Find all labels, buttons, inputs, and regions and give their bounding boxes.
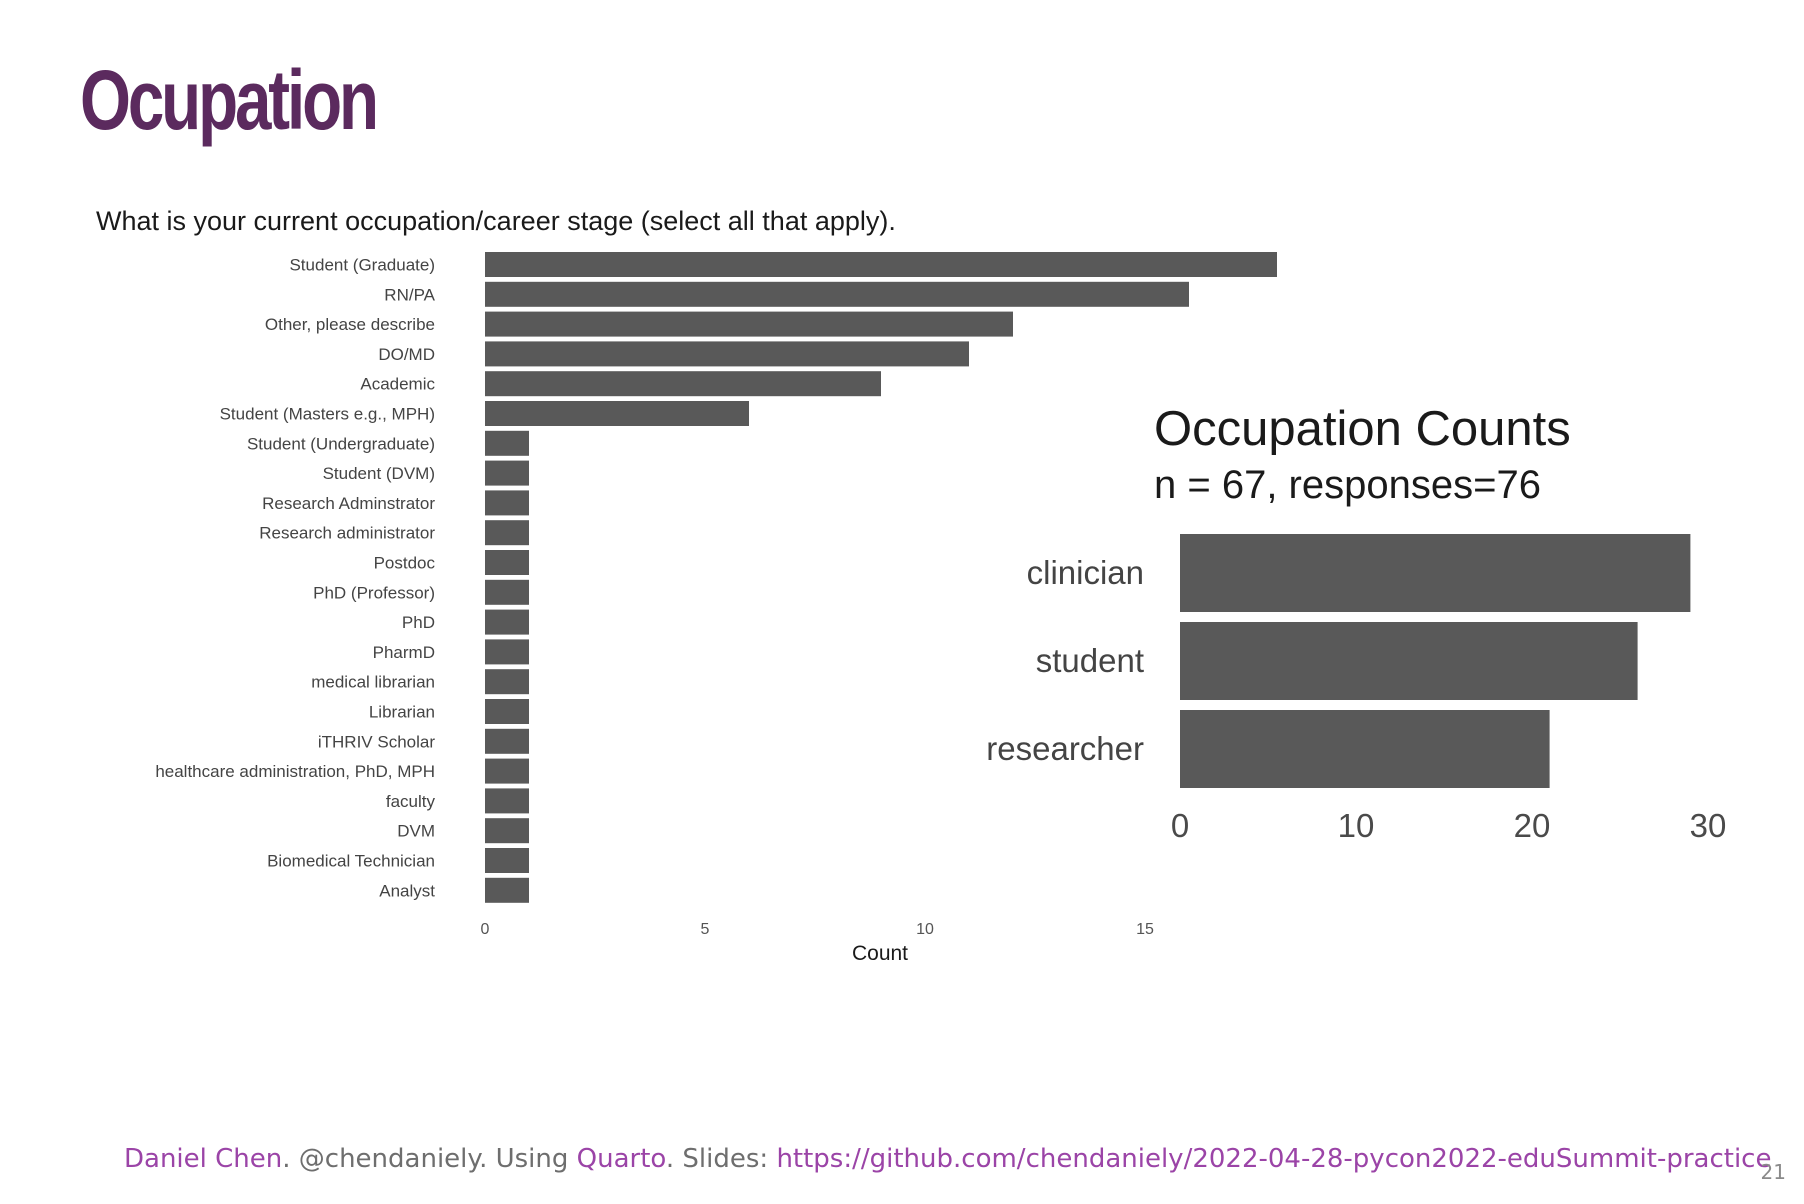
chart1-category-label: Student (DVM) bbox=[323, 464, 435, 483]
chart1-title: What is your current occupation/career s… bbox=[96, 206, 896, 236]
chart1-category-label: DO/MD bbox=[378, 345, 435, 364]
chart1-category-label: Biomedical Technician bbox=[267, 852, 435, 871]
chart1-category-label: Analyst bbox=[379, 881, 435, 900]
chart1-category-label: PharmD bbox=[373, 643, 435, 662]
chart1-bar bbox=[485, 639, 529, 665]
chart1-category-label: Student (Masters e.g., MPH) bbox=[220, 405, 435, 424]
chart1-bar bbox=[485, 252, 1277, 277]
chart1-bar bbox=[485, 579, 529, 605]
slide-title: Ocupation bbox=[80, 53, 379, 147]
chart1-xlabel: Count bbox=[852, 942, 908, 965]
chart1-tick-label: 0 bbox=[481, 921, 490, 938]
chart2-category-label: student bbox=[1036, 642, 1144, 679]
chart1-bar bbox=[485, 550, 529, 575]
chart1-category-label: Librarian bbox=[369, 703, 435, 722]
chart1-bar bbox=[485, 401, 749, 426]
chart2-bar bbox=[1180, 534, 1691, 612]
quarto-link[interactable]: Quarto bbox=[576, 1144, 666, 1174]
chart1-category-label: Postdoc bbox=[374, 554, 436, 573]
page-number: 21 bbox=[1760, 1160, 1786, 1184]
chart2-category-label: clinician bbox=[1027, 554, 1144, 591]
chart1-category-label: Academic bbox=[360, 375, 435, 394]
chart1-bar bbox=[485, 490, 529, 516]
author-link[interactable]: Daniel Chen bbox=[124, 1144, 283, 1174]
chart2-tick-label: 30 bbox=[1690, 807, 1727, 844]
chart1-category-label: PhD (Professor) bbox=[313, 583, 435, 602]
chart1-bar bbox=[485, 281, 1189, 307]
chart1-category-label: medical librarian bbox=[311, 673, 435, 692]
chart1-bar bbox=[485, 341, 969, 367]
chart1-category-label: Other, please describe bbox=[265, 315, 435, 334]
chart1-bar bbox=[485, 371, 881, 397]
slides-url-link[interactable]: https://github.com/chendaniely/2022-04-2… bbox=[776, 1144, 1772, 1174]
chart2-category-label: researcher bbox=[986, 730, 1144, 767]
chart1-bar bbox=[485, 460, 529, 486]
chart1-category-label: PhD bbox=[402, 613, 435, 632]
chart1-category-label: Student (Undergraduate) bbox=[247, 434, 435, 453]
chart2-tick-label: 0 bbox=[1171, 807, 1189, 844]
chart1-tick-label: 10 bbox=[916, 921, 934, 938]
chart1-bar bbox=[485, 788, 529, 814]
chart1-bar bbox=[485, 877, 529, 903]
chart1-tick-label: 5 bbox=[701, 921, 710, 938]
chart1-tick-label: 15 bbox=[1136, 921, 1154, 938]
chart1-category-label: healthcare administration, PhD, MPH bbox=[155, 762, 435, 781]
chart1-bar bbox=[485, 311, 1013, 337]
chart1-bar bbox=[485, 699, 529, 724]
chart2-title: Occupation Counts bbox=[1154, 402, 1571, 456]
chart1-bar bbox=[485, 520, 529, 546]
chart1-category-label: RN/PA bbox=[384, 285, 435, 304]
chart1-bar bbox=[485, 818, 529, 844]
chart1-bar bbox=[485, 669, 529, 695]
chart2-tick-label: 10 bbox=[1338, 807, 1375, 844]
chart2-bar bbox=[1180, 710, 1550, 788]
footer-text-1: . @chendaniely. Using bbox=[282, 1144, 577, 1174]
chart1-category-label: DVM bbox=[397, 822, 435, 841]
chart2-tick-label: 20 bbox=[1514, 807, 1551, 844]
chart2-subtitle: n = 67, responses=76 bbox=[1154, 463, 1541, 507]
chart1-bar bbox=[485, 728, 529, 754]
chart2-bar bbox=[1180, 622, 1638, 700]
chart1-bar bbox=[485, 848, 529, 873]
chart1-category-label: Research Adminstrator bbox=[262, 494, 435, 513]
chart1-bar bbox=[485, 758, 529, 784]
chart1-bar bbox=[485, 609, 529, 635]
chart1-bar bbox=[485, 430, 529, 456]
footer: Daniel Chen. @chendaniely. Using Quarto.… bbox=[124, 1144, 1771, 1174]
chart1-category-label: iTHRIV Scholar bbox=[318, 732, 435, 751]
footer-text-2: . Slides: bbox=[665, 1144, 777, 1174]
chart1-category-label: Student (Graduate) bbox=[289, 256, 435, 275]
chart1-category-label: faculty bbox=[386, 792, 436, 811]
chart1-category-label: Research administrator bbox=[259, 524, 435, 543]
